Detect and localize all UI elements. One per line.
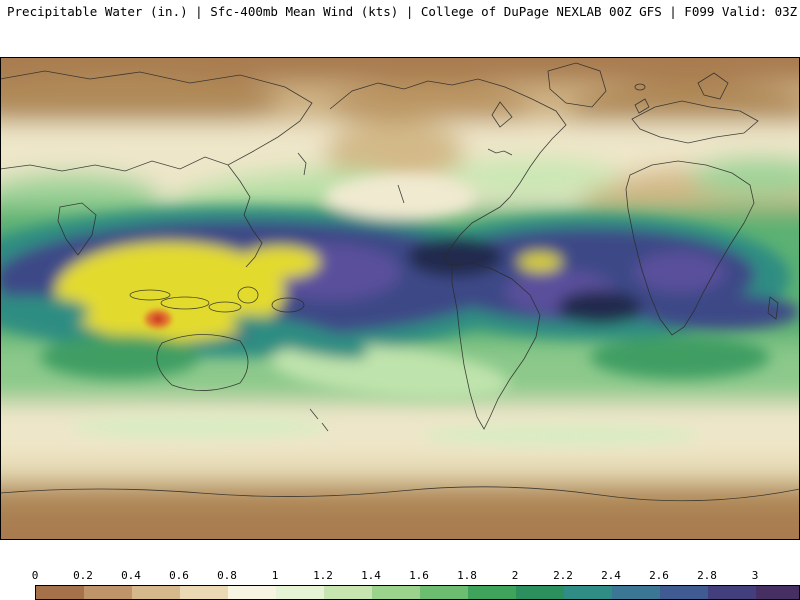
- colorbar-tick-label: 2.6: [649, 569, 669, 582]
- colorbar-segment: [660, 586, 708, 599]
- colorbar-tick-label: 2.2: [553, 569, 573, 582]
- colorbar-segment: [132, 586, 180, 599]
- moisture-shading: [0, 175, 800, 446]
- colorbar-segment: [612, 586, 660, 599]
- colorbar-tick-label: 3: [751, 569, 759, 582]
- page-title: Precipitable Water (in.) | Sfc-400mb Mea…: [7, 4, 800, 19]
- colorbar-tick-label: 1.8: [457, 569, 477, 582]
- colorbar-tick-label: 0: [31, 569, 39, 582]
- colorbar-segment: [564, 586, 612, 599]
- colorbar-segment: [228, 586, 276, 599]
- colorbar-segment: [468, 586, 516, 599]
- colorbar-tick-label: 2: [511, 569, 519, 582]
- tropical-cyclone-marker: [145, 310, 171, 328]
- colorbar-segment: [372, 586, 420, 599]
- colorbar-segment: [180, 586, 228, 599]
- colorbar-labels: 0 0.2 0.4 0.6 0.8 1 1.2 1.4 1.6 1.8 2 2.2 2.4 2.6 2.8 3: [0, 569, 800, 583]
- colorbar-segment: [756, 586, 799, 599]
- colorbar-segment: [516, 586, 564, 599]
- colorbar-tick-label: 1.2: [313, 569, 333, 582]
- colorbar-segment: [324, 586, 372, 599]
- colorbar-segment: [420, 586, 468, 599]
- colorbar-tick-label: 0.6: [169, 569, 189, 582]
- colorbar-segment: [708, 586, 756, 599]
- colorbar-tick-label: 2.4: [601, 569, 621, 582]
- colorbar-tick-label: 1.6: [409, 569, 429, 582]
- colorbar: [35, 585, 800, 600]
- title-bar: Precipitable Water (in.) | Sfc-400mb Mea…: [0, 0, 800, 26]
- colorbar-tick-label: 1: [271, 569, 279, 582]
- world-map: [0, 57, 800, 540]
- continent-outlines: [0, 62, 800, 502]
- colorbar-tick-label: 1.4: [361, 569, 381, 582]
- colorbar-tick-label: 0.2: [73, 569, 93, 582]
- map-frame: [0, 57, 800, 540]
- colorbar-tick-label: 0.4: [121, 569, 141, 582]
- colorbar-segment: [276, 586, 324, 599]
- colorbar-tick-label: 0.8: [217, 569, 237, 582]
- colorbar-segment: [84, 586, 132, 599]
- colorbar-segment: [36, 586, 84, 599]
- colorbar-tick-label: 2.8: [697, 569, 717, 582]
